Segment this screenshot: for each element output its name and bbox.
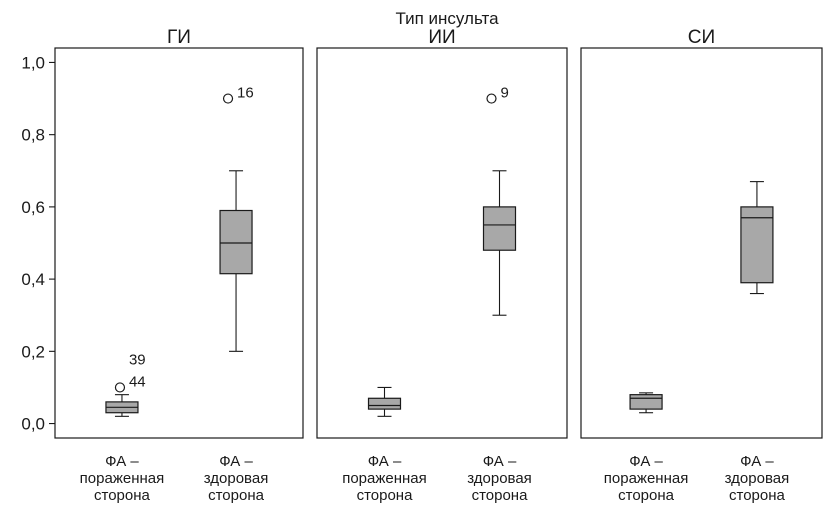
panel-frame (54, 47, 304, 439)
y-tick-label: 0,4 (21, 270, 45, 289)
panel-frame (580, 47, 823, 439)
panel-title: ГИ (167, 27, 191, 48)
x-category-label: ФА – (105, 453, 139, 470)
x-category-label: ФА – (740, 453, 774, 470)
x-category-label: пораженная (342, 470, 427, 487)
outlier-label: 9 (501, 85, 509, 102)
box-iqr (367, 397, 402, 410)
x-category-label: сторона (208, 487, 265, 504)
x-category-label: сторона (472, 487, 529, 504)
x-category-label: ФА – (483, 453, 517, 470)
x-category-label: сторона (357, 487, 414, 504)
x-category-label: ФА – (629, 453, 663, 470)
x-category-label: сторона (618, 487, 675, 504)
y-tick-label: 0,0 (21, 415, 45, 434)
x-category-label: здоровая (725, 470, 790, 487)
x-category-label: ФА – (368, 453, 402, 470)
outlier-label: 44 (129, 373, 146, 390)
box-iqr (219, 209, 253, 275)
box-group (740, 181, 774, 295)
chart-supertitle: Тип инсульта (395, 9, 499, 28)
outlier-label: 16 (237, 85, 254, 102)
x-category-label: сторона (729, 487, 786, 504)
outlier-point (486, 93, 497, 104)
box-iqr (629, 394, 663, 410)
box-group: 16 (219, 85, 254, 352)
box-iqr (482, 206, 517, 251)
box-group: 9 (482, 85, 517, 316)
outlier-label: 39 (129, 352, 146, 369)
y-tick-label: 0,6 (21, 198, 45, 217)
x-category-label: здоровая (467, 470, 532, 487)
outlier-point (222, 93, 234, 104)
panel-title: СИ (688, 27, 715, 48)
box-iqr (740, 206, 774, 284)
y-tick-label: 0,2 (21, 342, 45, 361)
outlier-point (114, 382, 126, 393)
x-category-label: пораженная (604, 470, 689, 487)
panel-frame (316, 47, 568, 439)
x-category-label: пораженная (80, 470, 165, 487)
panel-title: ИИ (428, 27, 455, 48)
x-category-label: здоровая (204, 470, 269, 487)
y-axis: 0,0 0,2 0,4 0,6 0,8 1,0 (21, 53, 55, 434)
y-tick-label: 0,8 (21, 126, 45, 145)
x-category-label: ФА – (219, 453, 253, 470)
box-group (367, 386, 402, 417)
x-category-label: сторона (94, 487, 151, 504)
box-group (629, 392, 663, 414)
y-tick-label: 1,0 (21, 53, 45, 72)
